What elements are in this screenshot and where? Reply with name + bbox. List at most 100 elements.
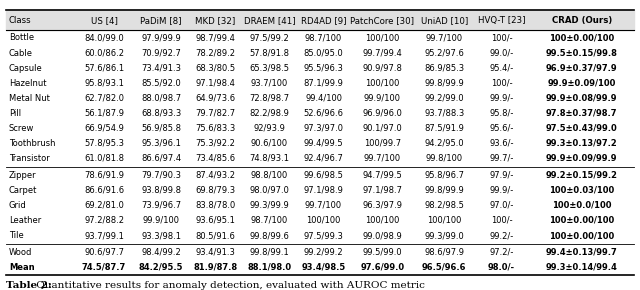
Text: 99.2/99.2: 99.2/99.2 [304,248,343,257]
Text: 97.2/88.2: 97.2/88.2 [84,216,124,225]
Text: 99.5±0.15/99.8: 99.5±0.15/99.8 [546,48,618,57]
Text: 99.6/98.5: 99.6/98.5 [303,171,344,180]
Text: 74.8/93.1: 74.8/93.1 [250,154,289,163]
Text: 95.8/-: 95.8/- [490,109,514,118]
Text: 97.1/98.4: 97.1/98.4 [195,79,236,88]
Text: 99.2/99.0: 99.2/99.0 [424,94,464,103]
Text: 99.2/-: 99.2/- [490,231,514,240]
Text: 100/100: 100/100 [365,79,399,88]
Text: 99.3/99.0: 99.3/99.0 [424,231,464,240]
Text: MKD [32]: MKD [32] [195,16,236,25]
Text: 100/100: 100/100 [307,216,340,225]
Text: 99.9/-: 99.9/- [490,94,514,103]
Text: 97.9/99.9: 97.9/99.9 [141,34,181,43]
Text: 79.7/82.7: 79.7/82.7 [195,109,236,118]
Text: 97.9/-: 97.9/- [490,171,514,180]
Text: 99.2±0.15/99.2: 99.2±0.15/99.2 [546,171,618,180]
Text: 61.0/81.8: 61.0/81.8 [84,154,124,163]
Text: 97.8±0.37/98.7: 97.8±0.37/98.7 [546,109,618,118]
Text: 86.9/85.3: 86.9/85.3 [424,64,465,72]
Text: 57.8/91.8: 57.8/91.8 [250,48,289,57]
Text: 78.6/91.9: 78.6/91.9 [84,171,124,180]
Text: 52.6/96.6: 52.6/96.6 [303,109,344,118]
Text: RD4AD [9]: RD4AD [9] [301,16,346,25]
Text: 99.7/100: 99.7/100 [426,34,463,43]
Text: PatchCore [30]: PatchCore [30] [350,16,414,25]
Text: Mean: Mean [9,263,35,272]
Text: 88.1/98.0: 88.1/98.0 [248,263,291,272]
Text: 87.4/93.2: 87.4/93.2 [195,171,236,180]
Text: Quantitative results for anomaly detection, evaluated with AUROC metric: Quantitative results for anomaly detecti… [33,280,425,289]
Text: 69.8/79.3: 69.8/79.3 [195,186,236,195]
Text: 99.7/100: 99.7/100 [305,201,342,210]
Text: 96.9/96.0: 96.9/96.0 [362,109,403,118]
Text: 96.5/96.6: 96.5/96.6 [422,263,467,272]
Text: 100±0.03/100: 100±0.03/100 [549,186,614,195]
Text: 99.4/100: 99.4/100 [305,94,342,103]
Text: 82.2/98.9: 82.2/98.9 [250,109,289,118]
Text: 97.0/-: 97.0/- [490,201,514,210]
Text: 93.3/98.1: 93.3/98.1 [141,231,181,240]
Text: 100±0.00/100: 100±0.00/100 [549,216,614,225]
Text: 69.2/81.0: 69.2/81.0 [84,201,124,210]
Text: Hazelnut: Hazelnut [9,79,47,88]
Text: Wood: Wood [9,248,32,257]
Text: 97.5/99.3: 97.5/99.3 [303,231,344,240]
Text: Toothbrush: Toothbrush [9,139,56,148]
Text: 56.1/87.9: 56.1/87.9 [84,109,124,118]
Text: Leather: Leather [9,216,41,225]
Text: 97.1/98.7: 97.1/98.7 [362,186,403,195]
Text: 97.3/97.0: 97.3/97.0 [303,124,344,133]
Text: 100/-: 100/- [491,79,512,88]
Text: 99.9/100: 99.9/100 [364,94,401,103]
Text: 98.6/97.9: 98.6/97.9 [424,248,464,257]
Text: 95.6/-: 95.6/- [490,124,514,133]
Text: 94.7/99.5: 94.7/99.5 [362,171,402,180]
Text: 78.2/89.2: 78.2/89.2 [195,48,236,57]
Text: 100/99.7: 100/99.7 [364,139,401,148]
Text: 98.0/97.0: 98.0/97.0 [250,186,289,195]
Text: 100/100: 100/100 [365,216,399,225]
Text: 84.0/99.0: 84.0/99.0 [84,34,124,43]
Text: 93.8/99.8: 93.8/99.8 [141,186,181,195]
Text: 100±0.00/100: 100±0.00/100 [549,231,614,240]
Text: Cable: Cable [9,48,33,57]
Text: 99.7/-: 99.7/- [490,154,514,163]
Text: 93.7/100: 93.7/100 [251,79,288,88]
Text: 99.9±0.09/100: 99.9±0.09/100 [548,79,616,88]
Text: 99.3±0.13/97.2: 99.3±0.13/97.2 [546,139,618,148]
Text: 88.0/98.7: 88.0/98.7 [141,94,181,103]
Text: 83.8/78.0: 83.8/78.0 [195,201,236,210]
Text: 73.4/85.6: 73.4/85.6 [195,154,236,163]
Text: Bottle: Bottle [9,34,34,43]
Text: 98.7/100: 98.7/100 [305,34,342,43]
Text: 97.2/-: 97.2/- [490,248,514,257]
Text: Table 2:: Table 2: [6,280,52,289]
Text: Grid: Grid [9,201,27,210]
Text: 99.9/100: 99.9/100 [143,216,180,225]
Text: 93.6/-: 93.6/- [489,139,514,148]
Text: 87.1/99.9: 87.1/99.9 [303,79,344,88]
Text: Pill: Pill [9,109,21,118]
Text: 99.3±0.14/99.4: 99.3±0.14/99.4 [546,263,618,272]
Text: Tile: Tile [9,231,24,240]
Text: 100/-: 100/- [491,216,512,225]
Text: Zipper: Zipper [9,171,36,180]
Text: 98.8/100: 98.8/100 [251,171,288,180]
Text: 99.8/99.1: 99.8/99.1 [250,248,289,257]
Text: UniAD [10]: UniAD [10] [420,16,468,25]
Text: 93.7/88.3: 93.7/88.3 [424,109,465,118]
Text: 99.7/100: 99.7/100 [364,154,401,163]
Text: 99.0/-: 99.0/- [490,48,514,57]
Text: 85.0/95.0: 85.0/95.0 [303,48,344,57]
Text: Screw: Screw [9,124,35,133]
Text: 99.8/99.6: 99.8/99.6 [250,231,289,240]
Text: 86.6/97.4: 86.6/97.4 [141,154,181,163]
Text: 99.8/99.9: 99.8/99.9 [424,186,464,195]
Text: 99.4/99.5: 99.4/99.5 [304,139,343,148]
Text: 79.7/90.3: 79.7/90.3 [141,171,181,180]
Text: US [4]: US [4] [91,16,118,25]
Text: 90.6/100: 90.6/100 [251,139,288,148]
Text: 96.3/97.9: 96.3/97.9 [362,201,403,210]
Text: 57.8/95.3: 57.8/95.3 [84,139,124,148]
